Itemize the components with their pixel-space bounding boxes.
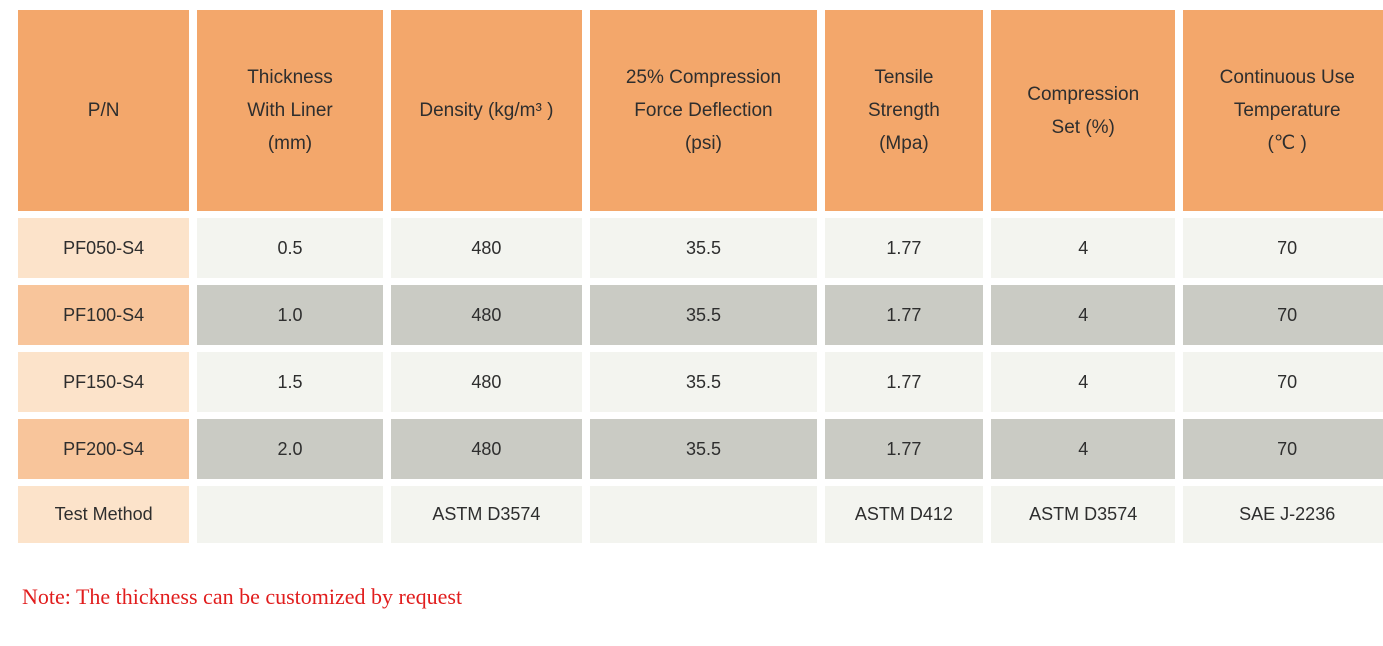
- tensile-test-cell: ASTM D412: [824, 486, 983, 543]
- thickness-cell: 1.0: [197, 285, 383, 345]
- tensile-cell: 1.77: [824, 285, 983, 345]
- temperature-cell: 70: [1183, 419, 1383, 479]
- cfd-cell: 35.5: [590, 419, 817, 479]
- pn-cell: PF150-S4: [18, 352, 190, 412]
- compression-set-cell: 4: [991, 218, 1176, 278]
- header-tensile-strength: Tensile Strength (Mpa): [824, 10, 983, 211]
- density-cell: 480: [390, 352, 583, 412]
- thickness-cell: 0.5: [197, 218, 383, 278]
- pn-cell: PF100-S4: [18, 285, 190, 345]
- note-text: Note: The thickness can be customized by…: [22, 584, 463, 609]
- spec-table: P/N Thickness With Liner (mm) Density (k…: [10, 3, 1383, 550]
- thickness-test-cell: [197, 486, 383, 543]
- temperature-cell: 70: [1183, 285, 1383, 345]
- cfd-test-cell: [590, 486, 817, 543]
- thickness-cell: 2.0: [197, 419, 383, 479]
- table-row-pf050: PF050-S4 0.5 480 35.5 1.77 4 70: [18, 218, 1383, 278]
- table-row-pf100: PF100-S4 1.0 480 35.5 1.77 4 70: [18, 285, 1383, 345]
- cfd-cell: 35.5: [590, 352, 817, 412]
- tensile-cell: 1.77: [824, 419, 983, 479]
- compression-set-test-cell: ASTM D3574: [991, 486, 1176, 543]
- header-density: Density (kg/m³ ): [390, 10, 583, 211]
- temperature-cell: 70: [1183, 218, 1383, 278]
- cfd-cell: 35.5: [590, 285, 817, 345]
- density-test-cell: ASTM D3574: [390, 486, 583, 543]
- header-pn: P/N: [18, 10, 190, 211]
- compression-set-cell: 4: [991, 352, 1176, 412]
- density-cell: 480: [390, 218, 583, 278]
- compression-set-cell: 4: [991, 419, 1176, 479]
- table-row-test-method: Test Method ASTM D3574 ASTM D412 ASTM D3…: [18, 486, 1383, 543]
- pn-cell: PF050-S4: [18, 218, 190, 278]
- test-method-label-cell: Test Method: [18, 486, 190, 543]
- thickness-cell: 1.5: [197, 352, 383, 412]
- density-cell: 480: [390, 285, 583, 345]
- header-continuous-use-temperature: Continuous Use Temperature (℃ ): [1183, 10, 1383, 211]
- compression-set-cell: 4: [991, 285, 1176, 345]
- header-row: P/N Thickness With Liner (mm) Density (k…: [18, 10, 1383, 211]
- header-compression-force-deflection: 25% Compression Force Deflection (psi): [590, 10, 817, 211]
- density-cell: 480: [390, 419, 583, 479]
- tensile-cell: 1.77: [824, 218, 983, 278]
- temperature-cell: 70: [1183, 352, 1383, 412]
- spec-sheet: P/N Thickness With Liner (mm) Density (k…: [0, 3, 1383, 610]
- cfd-cell: 35.5: [590, 218, 817, 278]
- table-row-pf150: PF150-S4 1.5 480 35.5 1.77 4 70: [18, 352, 1383, 412]
- table-row-pf200: PF200-S4 2.0 480 35.5 1.77 4 70: [18, 419, 1383, 479]
- tensile-cell: 1.77: [824, 352, 983, 412]
- header-thickness: Thickness With Liner (mm): [197, 10, 383, 211]
- pn-cell: PF200-S4: [18, 419, 190, 479]
- header-compression-set: Compression Set (%): [991, 10, 1176, 211]
- temperature-test-cell: SAE J-2236: [1183, 486, 1383, 543]
